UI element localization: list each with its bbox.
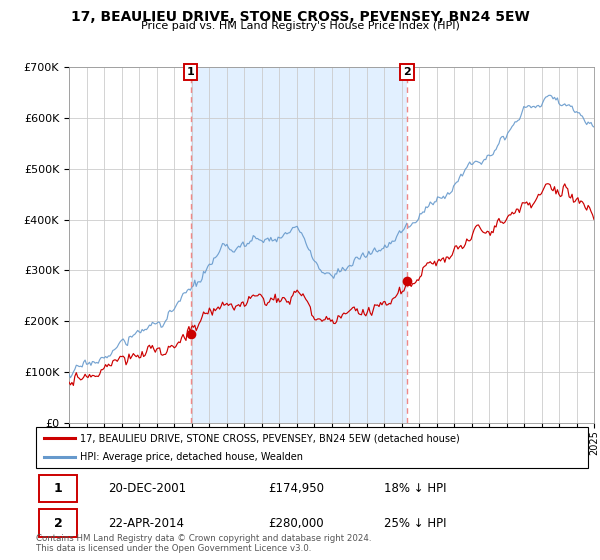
FancyBboxPatch shape bbox=[36, 427, 588, 468]
Text: 18% ↓ HPI: 18% ↓ HPI bbox=[384, 482, 446, 495]
Text: 20-DEC-2001: 20-DEC-2001 bbox=[108, 482, 186, 495]
Text: 22-APR-2014: 22-APR-2014 bbox=[108, 516, 184, 530]
Text: 1: 1 bbox=[187, 67, 194, 77]
Text: £280,000: £280,000 bbox=[268, 516, 323, 530]
Text: 1: 1 bbox=[54, 482, 62, 495]
Text: 2: 2 bbox=[403, 67, 411, 77]
FancyBboxPatch shape bbox=[39, 510, 77, 536]
Text: Contains HM Land Registry data © Crown copyright and database right 2024.
This d: Contains HM Land Registry data © Crown c… bbox=[36, 534, 371, 553]
Text: £174,950: £174,950 bbox=[268, 482, 324, 495]
FancyBboxPatch shape bbox=[39, 475, 77, 502]
Text: 2: 2 bbox=[54, 516, 62, 530]
Text: Price paid vs. HM Land Registry's House Price Index (HPI): Price paid vs. HM Land Registry's House … bbox=[140, 21, 460, 31]
Text: 17, BEAULIEU DRIVE, STONE CROSS, PEVENSEY, BN24 5EW: 17, BEAULIEU DRIVE, STONE CROSS, PEVENSE… bbox=[71, 10, 529, 24]
Text: HPI: Average price, detached house, Wealden: HPI: Average price, detached house, Weal… bbox=[80, 452, 303, 461]
Text: 17, BEAULIEU DRIVE, STONE CROSS, PEVENSEY, BN24 5EW (detached house): 17, BEAULIEU DRIVE, STONE CROSS, PEVENSE… bbox=[80, 433, 460, 443]
Bar bbox=[191, 67, 407, 423]
Text: 25% ↓ HPI: 25% ↓ HPI bbox=[384, 516, 446, 530]
